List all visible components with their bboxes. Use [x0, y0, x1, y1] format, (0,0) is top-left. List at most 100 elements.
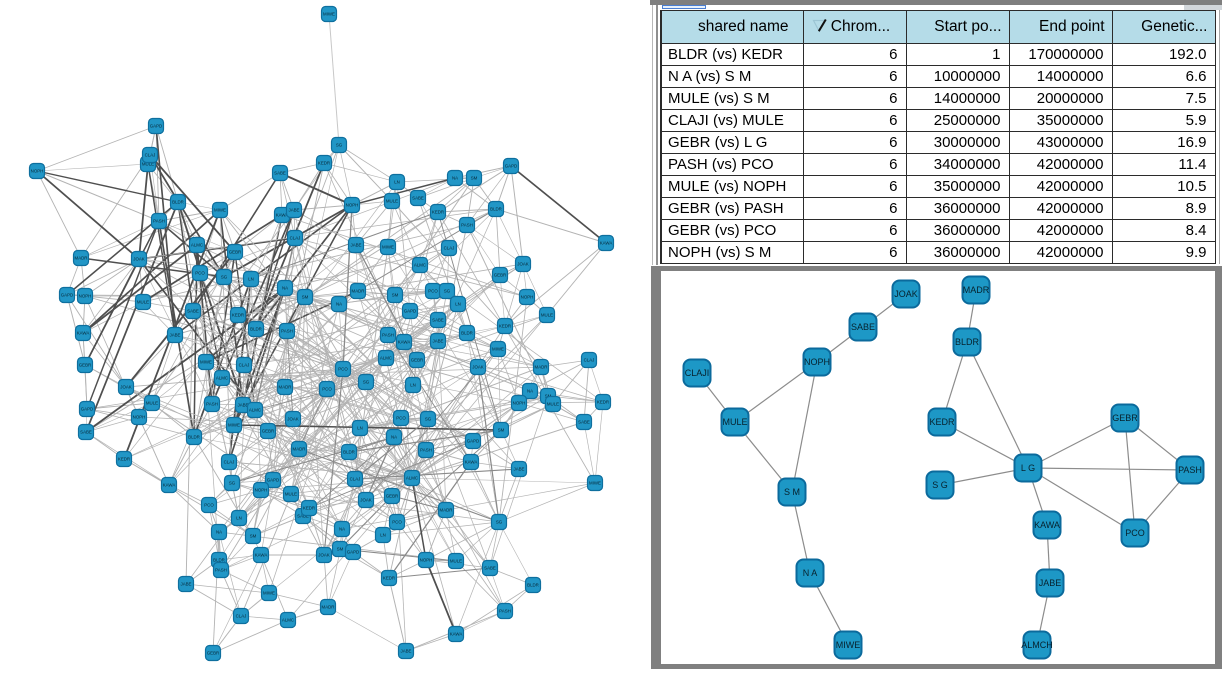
svg-text:ALMC: ALMC [216, 376, 228, 381]
svg-text:MULE: MULE [386, 199, 398, 204]
svg-text:JABE: JABE [170, 333, 181, 338]
svg-text:JABE: JABE [351, 243, 362, 248]
svg-text:KAWA: KAWA [276, 213, 289, 218]
svg-text:SABE: SABE [412, 196, 424, 201]
svg-text:NOPH: NOPH [521, 295, 534, 300]
svg-text:JOAK: JOAK [287, 417, 299, 422]
svg-text:MADR: MADR [293, 447, 306, 452]
svg-text:PASH: PASH [206, 402, 218, 407]
svg-text:PASH: PASH [499, 609, 511, 614]
svg-text:MADR: MADR [440, 508, 453, 513]
svg-text:MIWE: MIWE [589, 481, 601, 486]
svg-text:SM: SM [498, 428, 505, 433]
svg-text:GAPD: GAPD [505, 164, 517, 169]
svg-text:ALMC: ALMC [380, 356, 392, 361]
svg-text:JOAK: JOAK [894, 289, 918, 299]
svg-text:SABE: SABE [851, 322, 875, 332]
svg-text:KAWA: KAWA [398, 340, 411, 345]
svg-text:PASH: PASH [420, 448, 432, 453]
svg-text:GEBR: GEBR [79, 363, 91, 368]
svg-text:BLDR: BLDR [955, 337, 980, 347]
svg-text:JOAK: JOAK [120, 385, 132, 390]
svg-text:PCO: PCO [392, 520, 402, 525]
svg-text:JOAK: JOAK [318, 553, 330, 558]
svg-text:NOPH: NOPH [804, 357, 830, 367]
svg-text:JABE: JABE [433, 339, 444, 344]
svg-text:S G: S G [932, 480, 948, 490]
svg-text:SABE: SABE [578, 420, 590, 425]
svg-text:CLAJI: CLAJI [685, 368, 710, 378]
svg-text:SABE: SABE [80, 430, 92, 435]
svg-text:CLAJ: CLAJ [584, 358, 595, 363]
svg-text:KAWA: KAWA [450, 632, 463, 637]
svg-text:KEDR: KEDR [232, 313, 244, 318]
svg-text:MADR: MADR [963, 285, 990, 295]
svg-text:SABE: SABE [432, 318, 444, 323]
svg-text:SG: SG [444, 289, 451, 294]
svg-text:KEDR: KEDR [318, 161, 330, 166]
svg-text:GEBR: GEBR [1112, 413, 1138, 423]
svg-text:KEDR: KEDR [303, 506, 315, 511]
svg-text:BLDR: BLDR [343, 450, 355, 455]
svg-text:KEDR: KEDR [597, 400, 609, 405]
svg-text:LN: LN [357, 426, 363, 431]
svg-text:PCO: PCO [1125, 528, 1145, 538]
svg-text:CLAJ: CLAJ [236, 614, 247, 619]
svg-text:JABE: JABE [238, 403, 249, 408]
svg-text:CLAJ: CLAJ [290, 236, 301, 241]
svg-text:MIWE: MIWE [836, 640, 861, 650]
svg-text:ALMC: ALMC [414, 263, 426, 268]
svg-text:SM: SM [302, 295, 309, 300]
svg-text:MULE: MULE [541, 313, 553, 318]
svg-text:CLAJ: CLAJ [145, 153, 156, 158]
svg-text:MULE: MULE [285, 492, 297, 497]
svg-text:KEDR: KEDR [118, 457, 130, 462]
svg-text:S M: S M [784, 487, 800, 497]
svg-text:LN: LN [380, 533, 386, 538]
svg-text:GEBR: GEBR [229, 250, 241, 255]
svg-text:KAWA: KAWA [1034, 520, 1060, 530]
svg-text:MIWE: MIWE [492, 347, 504, 352]
svg-text:PASH: PASH [1178, 465, 1202, 475]
svg-text:KEDR: KEDR [499, 324, 511, 329]
svg-text:KAWA: KAWA [465, 460, 478, 465]
svg-text:GAPD: GAPD [347, 550, 359, 555]
svg-text:PCO: PCO [204, 503, 214, 508]
svg-text:BLDR: BLDR [461, 331, 473, 336]
svg-text:ALMCH: ALMCH [1021, 640, 1053, 650]
svg-text:PCO: PCO [338, 367, 348, 372]
svg-text:JABE: JABE [289, 208, 300, 213]
svg-text:SG: SG [229, 481, 236, 486]
svg-text:NOPH: NOPH [133, 415, 146, 420]
svg-text:NOPH: NOPH [346, 203, 359, 208]
svg-text:PASH: PASH [215, 568, 227, 573]
svg-text:SG: SG [336, 143, 343, 148]
svg-text:MIWE: MIWE [263, 591, 275, 596]
svg-text:BLDR: BLDR [188, 435, 200, 440]
svg-text:SABE: SABE [484, 566, 496, 571]
svg-text:L G: L G [1021, 463, 1035, 473]
svg-text:GEBR: GEBR [386, 494, 398, 499]
svg-text:NOPH: NOPH [420, 558, 433, 563]
svg-text:KEDR: KEDR [432, 210, 444, 215]
svg-text:GAPD: GAPD [404, 309, 416, 314]
svg-text:MIWE: MIWE [323, 12, 335, 17]
svg-text:JOAK: JOAK [472, 365, 484, 370]
svg-text:PCO: PCO [322, 387, 332, 392]
svg-text:LN: LN [248, 277, 254, 282]
svg-text:NA: NA [391, 435, 397, 440]
svg-text:SG: SG [496, 520, 503, 525]
svg-text:MADR: MADR [322, 605, 335, 610]
svg-text:SG: SG [363, 380, 370, 385]
svg-text:MIWE: MIWE [200, 360, 212, 365]
svg-text:NA: NA [216, 530, 222, 535]
svg-text:PASH: PASH [461, 223, 473, 228]
svg-text:GAPD: GAPD [61, 293, 73, 298]
svg-text:NA: NA [339, 527, 345, 532]
svg-text:GEBR: GEBR [207, 651, 219, 656]
svg-text:JABE: JABE [401, 649, 412, 654]
svg-text:CLAJ: CLAJ [444, 246, 455, 251]
svg-text:MULE: MULE [142, 162, 154, 167]
svg-text:PCO: PCO [195, 271, 205, 276]
svg-text:GAPD: GAPD [150, 124, 162, 129]
